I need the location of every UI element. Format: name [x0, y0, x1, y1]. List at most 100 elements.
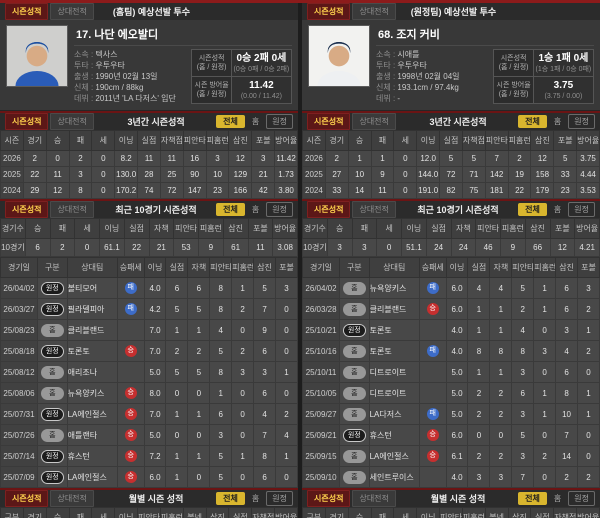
table-cell: 5 [461, 150, 486, 167]
column-header: 패 [370, 130, 395, 151]
away-badge: 원정 [40, 407, 64, 421]
column-header: 실점 [530, 507, 555, 518]
filter-away-button[interactable]: 원정 [266, 202, 293, 217]
table-cell: 1 [165, 445, 189, 467]
tab-season-stats[interactable]: 시즌성적 [5, 201, 49, 218]
table-cell: 디트로이트 [368, 361, 420, 383]
filter-home-button[interactable]: 홈 [251, 494, 260, 503]
table-row: 25/09/27 홈 LA다저스 패 5.0 2 2 3 1 10 1 [302, 403, 600, 425]
tab-season-stats[interactable]: 시즌성적 [307, 3, 351, 20]
filter-all-button[interactable]: 전체 [518, 492, 547, 505]
table-cell: 3 [511, 445, 535, 467]
tab-season-stats[interactable]: 시즌성적 [5, 490, 49, 507]
table-cell: 25/08/23 [0, 319, 38, 341]
filter-away-button[interactable]: 원정 [266, 491, 293, 506]
table-cell: 5 [439, 150, 463, 167]
table-cell: 5 [187, 361, 211, 383]
table-cell: 3 [231, 361, 255, 383]
table-cell: 패 [418, 403, 447, 425]
table-cell: 0 [231, 466, 255, 488]
filter-home-button[interactable]: 홈 [251, 117, 260, 126]
table-cell: 1 [533, 382, 557, 404]
tab-head-to-head[interactable]: 상대전적 [50, 113, 94, 130]
table-row: 25/07/09 원정 LA에인절스 승 6.0 1 0 5 0 6 0 [0, 466, 298, 488]
table-cell: 홈 [339, 298, 370, 320]
table-cell: 3 [489, 466, 513, 488]
table-cell: 8.0 [143, 382, 167, 404]
column-header: 승 [45, 130, 70, 151]
season-record-value: 0승 2패 0세 [236, 52, 287, 64]
filter-home-button[interactable]: 홈 [251, 205, 260, 214]
filter-all-button[interactable]: 전체 [216, 203, 245, 216]
table-row: 2024 29 12 8 0 170.2 74 72 147 23 166 42 3.80 [0, 182, 298, 199]
filter-away-button[interactable]: 원정 [568, 202, 595, 217]
section-header-three-year: 시즌성적 상대전적 3년간 시즌성적 전체 홈 원정 [302, 111, 600, 130]
table-cell: 패 [418, 340, 447, 362]
win-badge: 승 [124, 450, 137, 462]
recent-summary-table: 경기수 승 패 세 이닝 실점 자책 피안타 피홈런 삼진 포볼 방어율 10경기 6 2 0 61.1 22 21… [0, 218, 298, 257]
table-cell: 8 [489, 340, 513, 362]
table-cell: 12 [549, 238, 576, 257]
column-header: 삼진 [222, 218, 249, 239]
table-header-row: 시즌 경기 승 패 세 이닝 실점 자책점 피안타 피홈런 삼진 포볼 방어율 [0, 130, 298, 151]
game-log-table: 경기일 구분 상대팀 승패세 이닝 실점 자책 피안타 피홈런 삼진 포볼 26/04/02 원정 볼티모… [0, 257, 298, 488]
table-cell: 2 [555, 466, 579, 488]
table-cell: 디트로이트 [368, 382, 420, 404]
column-header: 피안타 [209, 257, 233, 278]
monthly-table: 구분경기승패세이닝피안타피홈런볼넷삼진실점자책점방어율4월10106.05136… [302, 507, 600, 518]
column-header: 경기 [324, 507, 349, 518]
table-cell: 클리블랜드 [368, 298, 420, 320]
tab-head-to-head[interactable]: 상대전적 [352, 201, 396, 218]
table-cell: 71 [461, 166, 486, 183]
tab-head-to-head[interactable]: 상대전적 [352, 490, 396, 507]
tab-season-stats[interactable]: 시즌성적 [5, 113, 49, 130]
tab-head-to-head[interactable]: 상대전적 [50, 3, 94, 20]
table-cell: 22 [22, 166, 47, 183]
column-header: 방어율 [574, 218, 600, 239]
table-cell: 4 [209, 319, 233, 341]
table-cell: 1 [577, 382, 600, 404]
tab-head-to-head[interactable]: 상대전적 [50, 490, 94, 507]
table-cell: 5 [209, 445, 233, 467]
filter-home-button[interactable]: 홈 [553, 205, 562, 214]
table-cell: 2 [231, 298, 255, 320]
filter-away-button[interactable]: 원정 [266, 114, 293, 129]
table-cell: 1 [187, 403, 211, 425]
tab-head-to-head[interactable]: 상대전적 [50, 201, 94, 218]
section-title: 최근 10경기 시즌성적 [115, 205, 197, 215]
filter-home-button[interactable]: 홈 [553, 117, 562, 126]
filter-away-button[interactable]: 원정 [568, 114, 595, 129]
tab-head-to-head[interactable]: 상대전적 [352, 3, 396, 20]
filter-home-button[interactable]: 홈 [553, 494, 562, 503]
column-header: 세 [91, 507, 116, 518]
tab-season-stats[interactable]: 시즌성적 [307, 201, 351, 218]
filter-all-button[interactable]: 전체 [216, 115, 245, 128]
table-cell: 토론토 [368, 340, 420, 362]
table-cell: 0 [91, 182, 116, 199]
section-title: 3년간 시즌성적 [127, 117, 185, 127]
column-header: 승패세 [418, 257, 447, 278]
table-header-row: 경기일 구분 상대팀 승패세 이닝 실점 자책 피안타 피홈런 삼진 포볼 [302, 257, 600, 278]
table-row: 25/10/21 원정 토론토 4.0 1 1 4 0 3 1 [302, 319, 600, 341]
table-cell: 4 [555, 340, 579, 362]
table-cell: 29 [22, 182, 47, 199]
table-cell: 72 [439, 166, 463, 183]
tab-head-to-head[interactable]: 상대전적 [352, 113, 396, 130]
tab-season-stats[interactable]: 시즌성적 [307, 490, 351, 507]
table-cell: 147 [182, 182, 207, 199]
tab-season-stats[interactable]: 시즌성적 [307, 113, 351, 130]
table-cell: 0 [467, 424, 491, 446]
filter-away-button[interactable]: 원정 [568, 491, 595, 506]
filter-all-button[interactable]: 전체 [216, 492, 245, 505]
tab-season-stats[interactable]: 시즌성적 [5, 3, 49, 20]
table-cell: 2 [165, 340, 189, 362]
filter-all-button[interactable]: 전체 [518, 115, 547, 128]
table-cell: 0 [489, 424, 513, 446]
table-cell: 0 [393, 166, 418, 183]
player-name: 17. 나단 에오발디 [74, 25, 292, 46]
filter-all-button[interactable]: 전체 [518, 203, 547, 216]
table-cell: 3 [209, 424, 233, 446]
player-card: 68. 조지 커비 소속 : 시애틀 투타 : 우투우타 출생 : 1998년 02… [302, 20, 600, 111]
column-header: 방어율 [576, 507, 600, 518]
table-row: 25/09/15 홈 LA에인절스 승 6.1 2 2 3 2 14 0 [302, 445, 600, 467]
